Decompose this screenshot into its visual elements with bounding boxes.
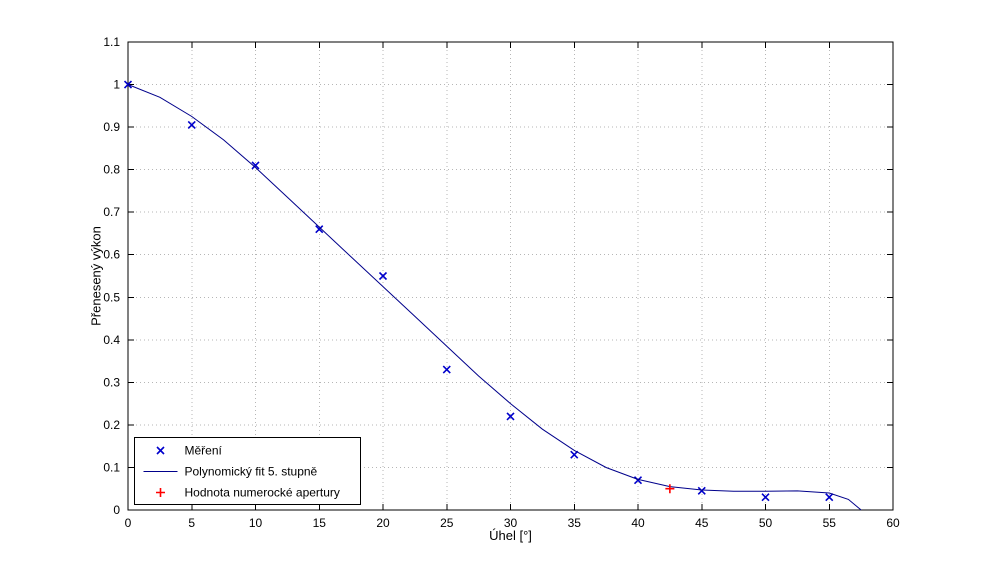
x-tick-label: 15: [313, 516, 327, 530]
x-tick-label: 0: [125, 516, 132, 530]
x-tick-label: 20: [376, 516, 390, 530]
x-tick-label: 55: [823, 516, 837, 530]
measurement-marker: [506, 412, 515, 421]
measurement-marker: [187, 120, 196, 130]
x-tick-label: 40: [631, 516, 645, 530]
y-tick-label: 0.7: [103, 205, 120, 219]
y-axis-label: Přenesený výkon: [88, 226, 104, 326]
measurement-marker: [315, 225, 324, 234]
y-tick-label: 1.1: [103, 35, 120, 49]
x-tick-label: 45: [695, 516, 709, 530]
measurement-marker: [761, 493, 770, 502]
legend-marker-sample: [156, 446, 165, 455]
aperture-marker: [665, 484, 675, 494]
x-tick-label: 60: [886, 516, 900, 530]
measurement-marker: [697, 486, 706, 495]
y-tick-label: 0.9: [103, 120, 120, 134]
measurement-marker: [378, 271, 388, 281]
y-tick-label: 0.3: [103, 375, 120, 389]
legend-label: Hodnota numerocké apertury: [185, 486, 340, 500]
measurement-marker: [570, 450, 579, 459]
measurement-marker: [633, 476, 643, 485]
legend-label: Polynomický fit 5. stupně: [185, 465, 318, 479]
y-tick-label: 0: [113, 503, 120, 517]
measurement-marker: [251, 161, 260, 170]
measurement-marker: [825, 493, 834, 502]
x-tick-label: 50: [759, 516, 773, 530]
y-tick-label: 0.1: [103, 460, 120, 474]
x-axis-label: Úhel [°]: [489, 528, 532, 543]
y-tick-label: 0.5: [103, 290, 120, 304]
x-tick-label: 5: [188, 516, 195, 530]
x-tick-label: 30: [504, 516, 518, 530]
y-tick-label: 1: [113, 78, 120, 92]
x-tick-label: 35: [568, 516, 582, 530]
x-tick-label: 25: [440, 516, 454, 530]
measurement-marker: [442, 365, 451, 374]
legend-label: Měření: [185, 444, 223, 458]
y-tick-label: 0.4: [103, 333, 120, 347]
y-tick-label: 0.6: [103, 248, 120, 262]
x-tick-label: 10: [249, 516, 263, 530]
y-tick-label: 0.8: [103, 163, 120, 177]
fit-curve: [127, 84, 862, 511]
legend-marker-sample: [156, 488, 165, 497]
y-tick-label: 0.2: [103, 418, 120, 432]
